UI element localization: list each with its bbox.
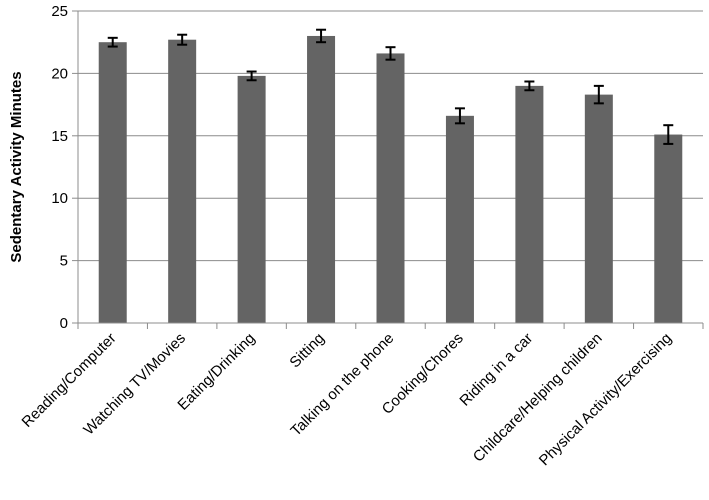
bar bbox=[376, 53, 405, 323]
axes bbox=[72, 10, 704, 329]
bar bbox=[654, 134, 683, 323]
bar bbox=[98, 42, 127, 323]
x-tick-label: Childcare/Helping children bbox=[470, 330, 606, 466]
bar bbox=[237, 75, 266, 323]
bar bbox=[515, 85, 544, 323]
bar bbox=[445, 115, 474, 323]
y-tick-label: 25 bbox=[51, 3, 68, 20]
y-tick-label: 5 bbox=[60, 253, 68, 270]
x-tick-label: Riding in a car bbox=[456, 330, 536, 410]
bar bbox=[584, 94, 613, 323]
error-bar bbox=[454, 107, 465, 125]
y-tick-label: 20 bbox=[51, 65, 68, 82]
error-bar bbox=[385, 46, 396, 61]
error-bar bbox=[316, 28, 327, 44]
error-bar bbox=[663, 124, 674, 145]
y-tick-label: 10 bbox=[51, 190, 68, 207]
bars bbox=[98, 35, 683, 324]
y-tick-label: 0 bbox=[60, 315, 68, 332]
x-tick-label: Sitting bbox=[286, 330, 328, 372]
y-tick-label: 15 bbox=[51, 128, 68, 145]
error-bar bbox=[524, 80, 535, 92]
bar bbox=[168, 39, 197, 323]
y-axis-title: Sedentary Activity Minutes bbox=[8, 71, 25, 262]
error-bar bbox=[246, 70, 257, 82]
bar bbox=[307, 35, 336, 324]
error-bar bbox=[107, 36, 118, 48]
error-bar bbox=[593, 84, 604, 105]
y-tick-labels: 0 5 10 15 20 25 bbox=[51, 3, 68, 332]
x-tick-label: Physical Activity/Exercising bbox=[536, 330, 675, 469]
error-bars bbox=[107, 28, 674, 145]
error-bar bbox=[177, 33, 188, 46]
